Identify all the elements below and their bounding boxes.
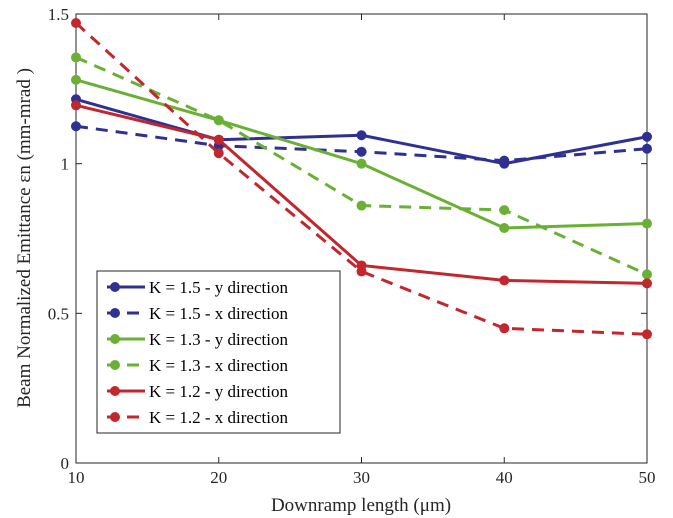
- data-point: [499, 323, 510, 334]
- legend-label: K = 1.3 - x direction: [149, 356, 288, 375]
- axis-ticks: 10 20 30 40 50 0 0.5 1 1.5: [48, 5, 656, 487]
- data-point: [499, 205, 510, 216]
- legend-label: K = 1.5 - x direction: [149, 304, 288, 323]
- series-line: [74, 21, 648, 336]
- legend-box: [96, 270, 341, 434]
- legend-entry: K = 1.5 - y direction: [107, 278, 288, 297]
- x-tick-label: 50: [639, 468, 656, 487]
- legend-label: K = 1.2 - x direction: [149, 408, 288, 427]
- y-tick-label: 0.5: [48, 304, 69, 323]
- legend-entry: K = 1.5 - x direction: [107, 304, 288, 323]
- legend-label: K = 1.3 - y direction: [149, 330, 288, 349]
- legend: K = 1.5 - y direction K = 1.5 - x directi…: [96, 270, 341, 434]
- data-point: [642, 143, 652, 154]
- legend-label: K = 1.2 - y direction: [149, 382, 288, 401]
- legend-swatch-marker: [110, 412, 120, 422]
- data-point: [71, 121, 81, 132]
- data-point: [71, 74, 81, 85]
- legend-swatch-marker: [110, 386, 120, 396]
- data-point: [356, 158, 367, 169]
- data-point: [642, 278, 652, 289]
- y-axis-label: Beam Normalized Emittance εn (mm-mrad ): [14, 68, 35, 408]
- data-point: [71, 52, 81, 63]
- series-layer: [71, 17, 652, 340]
- data-point: [642, 329, 652, 340]
- legend-label: K = 1.5 - y direction: [149, 278, 288, 297]
- legend-entry: K = 1.3 - y direction: [107, 330, 288, 349]
- y-tick-label: 1.5: [48, 5, 69, 24]
- legend-swatch-marker: [110, 334, 120, 344]
- data-point: [499, 155, 510, 166]
- legend-swatch-marker: [110, 308, 120, 318]
- series-5: [71, 17, 652, 340]
- legend-entry: K = 1.3 - x direction: [107, 356, 288, 375]
- data-point: [499, 275, 510, 286]
- data-point: [213, 148, 224, 159]
- series-3: [71, 52, 652, 280]
- data-point: [642, 269, 652, 280]
- data-point: [356, 130, 367, 141]
- data-point: [356, 266, 367, 277]
- x-tick-label: 40: [496, 468, 513, 487]
- x-tick-label: 30: [353, 468, 370, 487]
- x-tick-label: 10: [68, 468, 85, 487]
- data-point: [356, 200, 367, 211]
- legend-entry: K = 1.2 - y direction: [107, 382, 288, 401]
- y-tick-label: 1: [61, 155, 70, 174]
- data-point: [356, 146, 367, 157]
- legend-entry: K = 1.2 - x direction: [107, 408, 288, 427]
- data-point: [642, 131, 652, 142]
- data-point: [642, 218, 652, 229]
- legend-swatch-marker: [110, 360, 120, 370]
- data-point: [71, 17, 81, 28]
- legend-swatch-marker: [110, 282, 120, 292]
- data-point: [499, 223, 510, 234]
- y-tick-label: 0: [61, 454, 70, 473]
- data-point: [213, 115, 224, 126]
- x-axis-label: Downramp length (μm): [271, 495, 451, 516]
- data-point: [71, 100, 81, 111]
- x-tick-label: 20: [210, 468, 227, 487]
- data-point: [213, 134, 224, 145]
